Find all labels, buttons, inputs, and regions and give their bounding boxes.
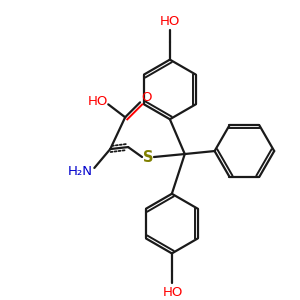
Text: S: S	[143, 149, 153, 164]
Text: HO: HO	[160, 15, 180, 28]
Text: HO: HO	[163, 286, 183, 299]
Text: HO: HO	[88, 95, 109, 108]
Text: H₂N: H₂N	[68, 165, 93, 178]
Text: O: O	[141, 91, 151, 104]
